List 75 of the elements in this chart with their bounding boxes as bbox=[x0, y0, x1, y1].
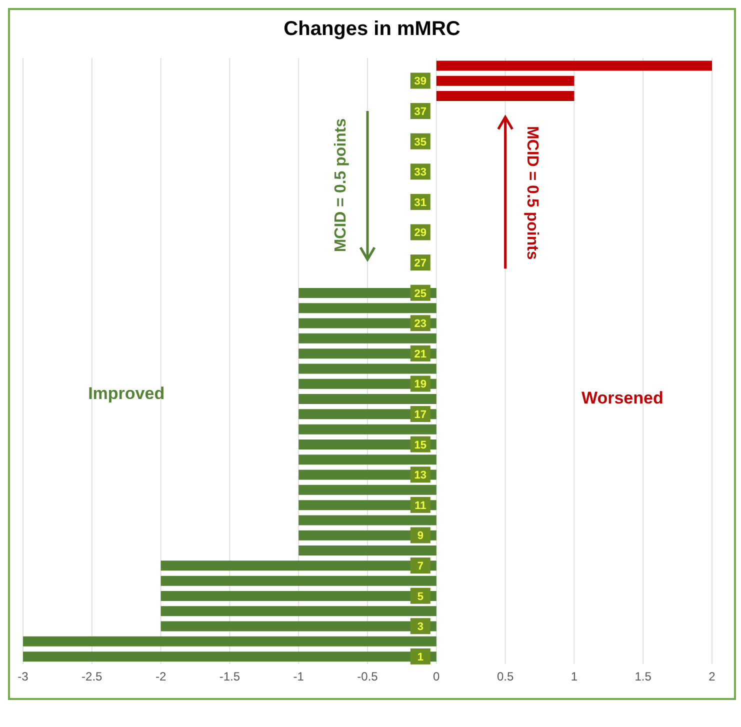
y-tick-label: 29 bbox=[414, 227, 427, 240]
x-tick-label: -2.5 bbox=[82, 670, 103, 684]
label-box: 9 bbox=[410, 527, 430, 544]
x-tick-label: -1.5 bbox=[219, 670, 240, 684]
x-tick-label: -3 bbox=[18, 670, 29, 684]
x-tick-label: 0 bbox=[433, 670, 440, 684]
y-tick-label: 25 bbox=[414, 288, 427, 300]
label-box: 11 bbox=[410, 496, 430, 513]
annotation: MCID = 0.5 points bbox=[332, 118, 350, 252]
label-box: 5 bbox=[410, 588, 430, 604]
bar bbox=[160, 590, 436, 601]
y-tick-label: 5 bbox=[417, 590, 424, 603]
y-tick-label: 15 bbox=[414, 439, 427, 452]
x-tick-label: 0.5 bbox=[496, 670, 514, 684]
label-box: 25 bbox=[410, 284, 430, 301]
bar bbox=[23, 652, 436, 662]
label-box: 1 bbox=[410, 648, 430, 664]
y-tick-label: 27 bbox=[414, 258, 427, 270]
bar bbox=[298, 515, 436, 526]
annotation: Worsened bbox=[581, 388, 664, 408]
bar bbox=[298, 303, 436, 314]
y-tick-label: 17 bbox=[414, 409, 427, 422]
chart-title: Changes in mMRC bbox=[282, 17, 462, 42]
label-box: 33 bbox=[410, 164, 430, 180]
label-box: 21 bbox=[410, 345, 430, 362]
bar bbox=[23, 636, 436, 646]
bar bbox=[436, 76, 574, 86]
label-box: 7 bbox=[410, 558, 430, 574]
y-tick-label: 35 bbox=[414, 136, 427, 148]
y-tick-label: 9 bbox=[417, 530, 424, 542]
x-tick-label: -1 bbox=[293, 670, 304, 684]
label-box: 31 bbox=[410, 194, 430, 210]
bar bbox=[298, 424, 436, 434]
bar bbox=[298, 394, 436, 404]
x-tick-label: 2 bbox=[708, 670, 716, 684]
label-box: 23 bbox=[410, 315, 430, 332]
label-box: 39 bbox=[410, 72, 430, 89]
y-tick-label: 31 bbox=[414, 196, 427, 209]
annotation: MCID = 0.5 points bbox=[523, 126, 540, 260]
y-tick-label: 7 bbox=[417, 560, 424, 573]
label-box: 13 bbox=[410, 466, 430, 483]
bar bbox=[160, 606, 436, 616]
x-tick-label: -2 bbox=[155, 670, 166, 684]
bar bbox=[436, 60, 712, 71]
y-tick-label: 3 bbox=[417, 621, 424, 634]
bar bbox=[298, 546, 436, 556]
bar bbox=[160, 621, 436, 632]
label-box: 37 bbox=[410, 103, 430, 120]
y-tick-label: 1 bbox=[417, 651, 424, 664]
label-box: 19 bbox=[410, 376, 430, 392]
x-tick-label: 1 bbox=[570, 670, 578, 684]
y-tick-label: 19 bbox=[414, 378, 427, 391]
y-tick-label: 37 bbox=[414, 106, 427, 118]
x-tick-label: 1.5 bbox=[634, 670, 652, 684]
y-tick-label: 23 bbox=[414, 318, 427, 330]
bar bbox=[160, 576, 436, 586]
label-box: 17 bbox=[410, 406, 430, 422]
label-box: 29 bbox=[410, 224, 430, 240]
y-tick-label: 21 bbox=[414, 348, 427, 360]
label-box: 15 bbox=[410, 436, 430, 452]
y-tick-label: 13 bbox=[414, 470, 427, 482]
label-box: 27 bbox=[410, 254, 430, 271]
bar bbox=[298, 484, 436, 495]
bar bbox=[436, 91, 574, 102]
bar bbox=[298, 364, 436, 374]
y-tick-label: 11 bbox=[414, 500, 426, 512]
y-tick-label: 39 bbox=[414, 76, 427, 88]
bar bbox=[298, 454, 436, 465]
label-box: 35 bbox=[410, 133, 430, 150]
annotation: Improved bbox=[88, 384, 165, 403]
y-tick-label: 33 bbox=[414, 166, 427, 179]
label-box: 3 bbox=[410, 618, 430, 634]
bar bbox=[298, 333, 436, 344]
x-tick-label: -0.5 bbox=[357, 670, 378, 684]
bar bbox=[160, 560, 436, 571]
